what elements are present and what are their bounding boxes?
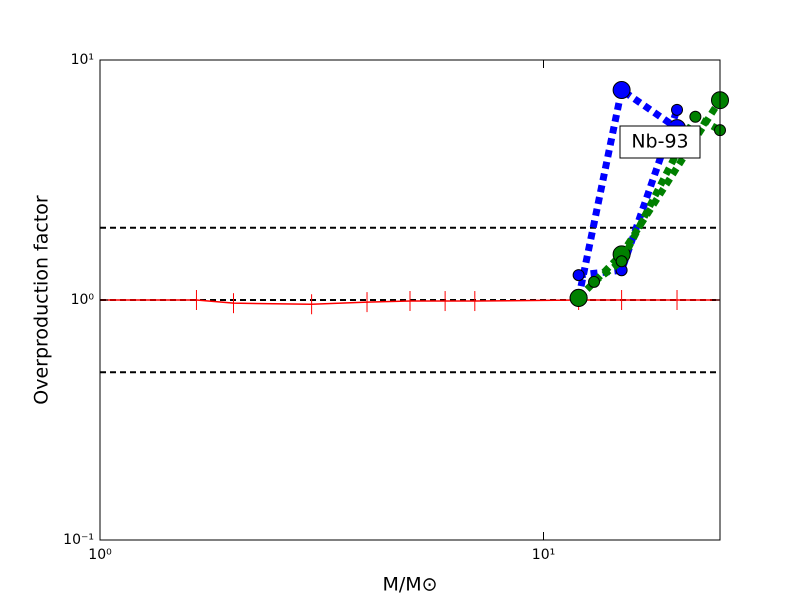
x-axis-label: M/M⊙ [382,574,437,596]
series-line [575,84,680,299]
marker [671,103,684,116]
annotation-box [619,125,701,159]
y-axis-label: Overproduction factor [31,195,53,405]
series-line [100,299,720,306]
marker [615,255,628,268]
series-line [578,108,681,279]
series-line [591,111,722,285]
y-tick-label: 10⁻¹ [63,532,94,548]
x-tick-label: 10⁰ [88,547,112,563]
marker [572,269,585,282]
marker [612,80,631,99]
marker [569,288,588,307]
annotation: Nb-93 [631,131,688,153]
marker [689,110,702,123]
y-tick-label: 10⁰ [71,292,95,308]
marker [588,275,601,288]
x-tick-label: 10¹ [532,547,555,563]
y-tick-label: 10¹ [71,52,94,68]
